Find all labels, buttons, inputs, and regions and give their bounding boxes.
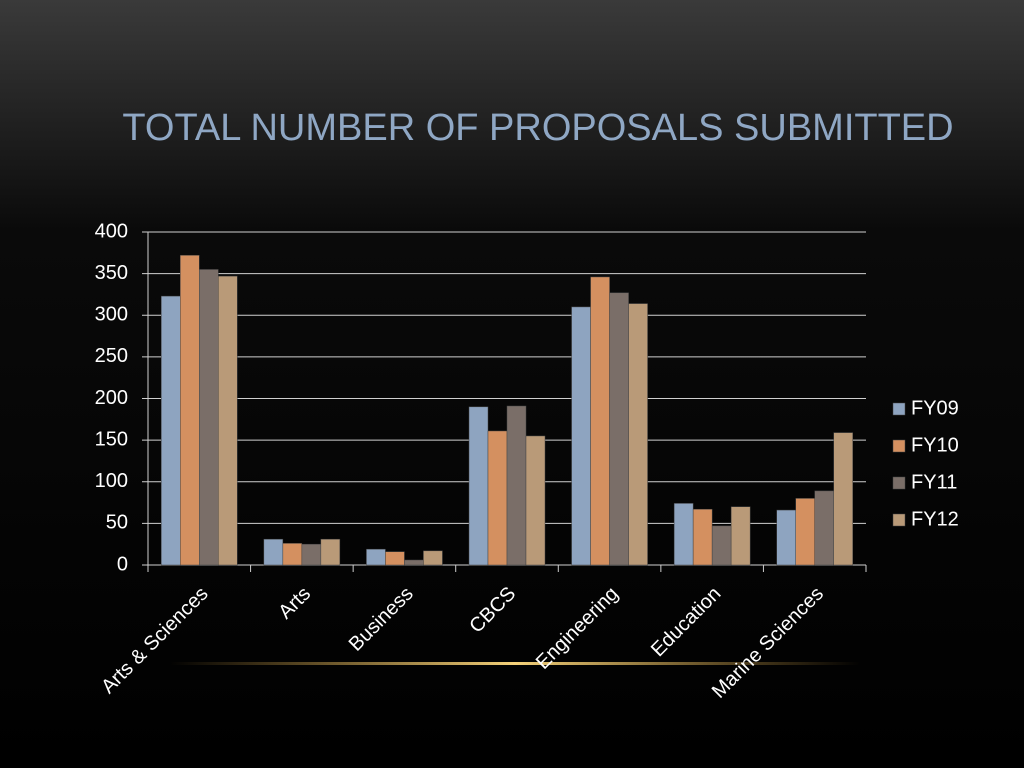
bar — [814, 490, 834, 566]
legend-label: FY10 — [911, 434, 959, 456]
bar — [180, 255, 200, 566]
bar — [263, 538, 284, 566]
bar — [320, 538, 341, 566]
bar — [199, 269, 219, 566]
bar — [366, 548, 386, 566]
legend-swatch — [892, 476, 906, 490]
y-tick-label: 250 — [95, 345, 128, 367]
legend-swatch — [892, 402, 906, 416]
y-tick-label: 150 — [95, 428, 128, 450]
bar — [525, 435, 546, 566]
y-tick-label: 400 — [95, 220, 128, 242]
bar — [404, 559, 424, 566]
bar — [385, 551, 405, 566]
bar — [590, 276, 610, 566]
bar — [423, 550, 443, 566]
y-tick-label: 300 — [95, 304, 128, 326]
bar — [468, 406, 489, 566]
y-tick-label: 350 — [95, 262, 128, 284]
y-tick-label: 0 — [117, 553, 128, 575]
y-tick-label: 100 — [95, 470, 128, 492]
decor-line — [170, 662, 860, 665]
bar — [301, 543, 322, 566]
chart-title: TOTAL NUMBER OF PROPOSALS SUBMITTED — [122, 107, 953, 149]
bar — [692, 508, 713, 566]
bar — [711, 525, 732, 566]
bar — [282, 543, 303, 566]
legend-label: FY12 — [911, 508, 959, 530]
bar — [776, 509, 796, 566]
legend-swatch — [892, 513, 906, 527]
y-tick-label: 50 — [106, 512, 128, 534]
bar — [161, 295, 181, 566]
legend-swatch — [892, 439, 906, 453]
bar — [506, 405, 527, 566]
legend-label: FY09 — [911, 397, 959, 419]
bar — [795, 498, 815, 566]
bar — [730, 506, 751, 566]
bar — [609, 292, 629, 566]
bar — [571, 306, 591, 566]
bar — [628, 303, 648, 566]
bar — [833, 432, 853, 566]
bar — [487, 430, 508, 566]
bar — [673, 503, 694, 566]
legend-label: FY11 — [911, 471, 957, 493]
bar — [218, 275, 238, 566]
y-tick-label: 200 — [95, 387, 128, 409]
